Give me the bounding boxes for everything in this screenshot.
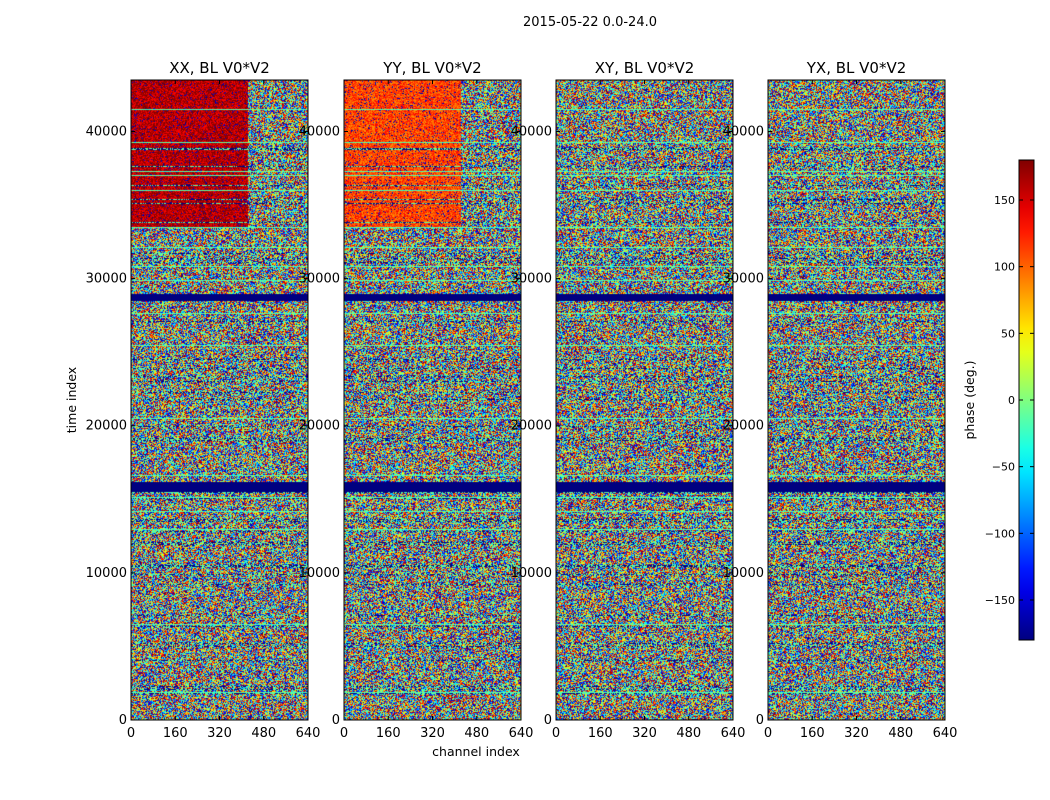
colorbar-tick-label: 100 [994,261,1015,274]
x-tick-label: 0 [340,726,348,741]
x-tick-label: 160 [163,726,188,741]
panel-yy: YY, BL V0*V2 0 160 320 480 640 0 10000 20000 3000… [299,59,534,741]
colorbar-label: phase (deg.) [962,361,977,440]
x-tick-label: 640 [509,726,534,741]
y-tick-label: 0 [756,713,764,728]
panel-yx: YX, BL V0*V2 0 160 320 480 640 0 10000 20000 3000… [723,59,958,741]
x-tick-label: 640 [296,726,321,741]
y-tick-label: 40000 [511,124,552,139]
panel-title: YY, BL V0*V2 [382,59,481,77]
x-tick-label: 640 [721,726,746,741]
x-tick-label: 0 [552,726,560,741]
y-tick-label: 30000 [511,272,552,287]
heatmap-yx [768,80,945,720]
x-tick-label: 480 [464,726,489,741]
colorbar-tick-label: 150 [994,194,1015,207]
y-axis-label: time index [64,367,79,433]
x-tick-label: 160 [376,726,401,741]
y-tick-label: 0 [332,713,340,728]
y-tick-label: 30000 [299,272,340,287]
y-tick-label: 20000 [299,419,340,434]
figure-title: 2015-05-22 0.0-24.0 [523,15,657,30]
y-tick-label: 10000 [86,566,127,581]
y-tick-label: 30000 [723,272,764,287]
panels: XX, BL V0*V2 0 160 320 480 640 0 10000 20000 3000… [86,59,958,741]
x-tick-label: 160 [800,726,825,741]
panel-title: YX, BL V0*V2 [806,59,907,77]
y-tick-label: 10000 [299,566,340,581]
heatmap-xx [131,80,308,720]
y-tick-label: 10000 [723,566,764,581]
x-tick-label: 0 [764,726,772,741]
y-tick-label: 40000 [86,124,127,139]
x-tick-label: 0 [127,726,135,741]
y-tick-label: 20000 [86,419,127,434]
y-tick-label: 20000 [511,419,552,434]
heatmap-yy [344,80,521,720]
y-tick-label: 0 [119,713,127,728]
y-tick-label: 40000 [723,124,764,139]
panel-title: XX, BL V0*V2 [169,59,270,77]
y-tick-label: 0 [544,713,552,728]
x-tick-label: 320 [420,726,445,741]
x-tick-label: 480 [888,726,913,741]
x-tick-label: 480 [251,726,276,741]
colorbar-tick-label: 50 [1001,327,1015,340]
panel-xx: XX, BL V0*V2 0 160 320 480 640 0 10000 20000 3000… [86,59,321,741]
x-tick-label: 320 [207,726,232,741]
x-tick-label: 320 [632,726,657,741]
colorbar-tick-label: −100 [985,527,1015,540]
x-tick-label: 480 [676,726,701,741]
x-tick-label: 160 [588,726,613,741]
y-tick-label: 20000 [723,419,764,434]
heatmap-xy [556,80,733,720]
panel-xy: XY, BL V0*V2 0 160 320 480 640 0 10000 20000 3000… [511,59,746,741]
x-tick-label: 640 [933,726,958,741]
colorbar-tick-label: 0 [1008,394,1015,407]
x-axis-label: channel index [432,744,520,759]
x-tick-label: 320 [844,726,869,741]
panel-title: XY, BL V0*V2 [595,59,695,77]
y-tick-label: 40000 [299,124,340,139]
colorbar-tick-label: −50 [992,461,1015,474]
y-tick-label: 10000 [511,566,552,581]
colorbar: 150 100 50 0 −50 −100 −150 phase (deg.) [962,159,1035,641]
y-tick-label: 30000 [86,272,127,287]
colorbar-tick-label: −150 [985,594,1015,607]
